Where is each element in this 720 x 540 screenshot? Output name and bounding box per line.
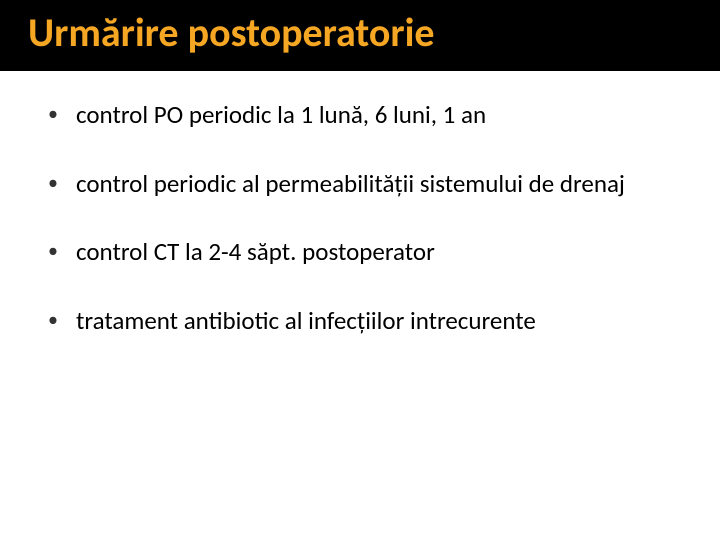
list-item: • control periodic al permeabilității si… — [48, 168, 680, 201]
list-item: • control CT la 2-4 săpt. postoperator — [48, 236, 680, 269]
bullet-text: tratament antibiotic al infecțiilor intr… — [76, 305, 536, 338]
bullet-text: control periodic al permeabilității sist… — [76, 168, 625, 201]
bullet-icon: • — [48, 99, 76, 127]
bullet-icon: • — [48, 305, 76, 333]
slide-content: • control PO periodic la 1 lună, 6 luni,… — [0, 71, 720, 337]
slide-title: Urmărire postoperatorie — [28, 8, 720, 57]
list-item: • tratament antibiotic al infecțiilor in… — [48, 305, 680, 338]
bullet-icon: • — [48, 168, 76, 196]
slide-header: Urmărire postoperatorie — [0, 0, 720, 71]
bullet-text: control CT la 2-4 săpt. postoperator — [76, 236, 435, 269]
list-item: • control PO periodic la 1 lună, 6 luni,… — [48, 99, 680, 132]
bullet-icon: • — [48, 236, 76, 264]
bullet-text: control PO periodic la 1 lună, 6 luni, 1… — [76, 99, 486, 132]
